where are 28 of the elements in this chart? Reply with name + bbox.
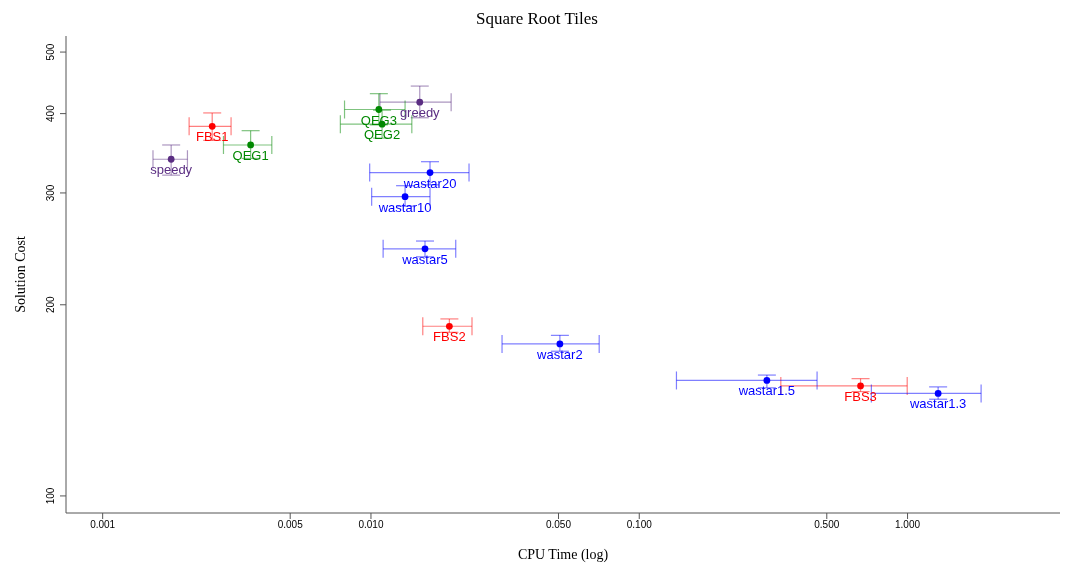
x-axis-title: CPU Time (log)	[517, 547, 609, 563]
y-tick-label: 100	[45, 487, 56, 505]
x-tick-label: 0.001	[90, 519, 116, 531]
annotation: wastar2	[536, 346, 583, 362]
y-axis-title: Solution Cost	[12, 236, 28, 313]
annotation: FBS2	[433, 329, 466, 345]
x-tick-label: 0.005	[277, 519, 304, 531]
x-tick-label: 0.050	[545, 519, 572, 531]
chart-title: Square Root Tiles	[475, 8, 599, 30]
x-tick-label: 1.000	[895, 519, 921, 531]
y-tick-label: 500	[45, 43, 56, 61]
y-tick-label: 300	[45, 184, 56, 202]
annotation: QEG2	[364, 127, 401, 143]
y-tick-label: 200	[45, 295, 56, 314]
annotation: wastar1.5	[737, 383, 796, 399]
annotation: QEG1	[232, 147, 269, 163]
annotation: wastar5	[401, 251, 448, 267]
annotation: wastar10	[377, 199, 432, 215]
annotation: wastar20	[402, 175, 457, 191]
y-tick-label: 400	[45, 104, 56, 122]
x-tick-label: 0.100	[626, 519, 653, 531]
annotation: wastar1.3	[908, 396, 967, 412]
annotation: greedy	[399, 105, 441, 121]
x-tick-label: 0.010	[358, 519, 384, 531]
annotation: speedy	[150, 162, 193, 178]
annotation: FBS1	[195, 129, 229, 145]
x-tick-label: 0.500	[814, 519, 840, 531]
annotation: FBS3	[844, 388, 877, 404]
